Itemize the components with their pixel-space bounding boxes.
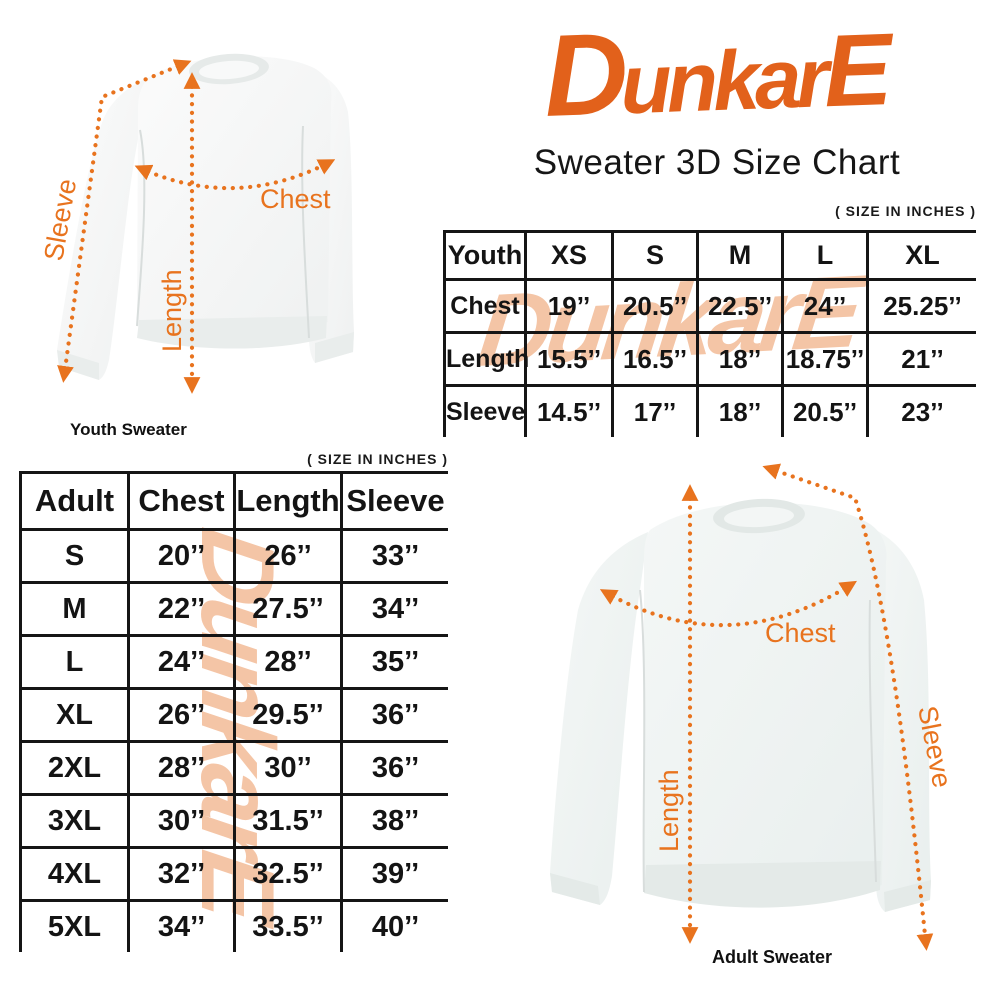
table-row: 2XL 28’’ 30’’ 36’’ — [19, 740, 448, 796]
youth-size-table: DunkarE Youth XS S M L XL Chest 19’’ 20.… — [443, 230, 976, 437]
table-cell: 14.5’’ — [524, 384, 614, 437]
table-cell: 26’’ — [127, 687, 236, 743]
table-cell: Sleeve — [340, 471, 448, 531]
table-cell: M — [19, 581, 130, 637]
table-cell: 38’’ — [340, 793, 448, 849]
table-cell: 18’’ — [696, 384, 784, 437]
table-cell: 21’’ — [866, 331, 976, 387]
table-row: M 22’’ 27.5’’ 34’’ — [19, 581, 448, 637]
table-cell: 34’’ — [340, 581, 448, 637]
table-cell: 33’’ — [340, 528, 448, 584]
table-cell: XL — [19, 687, 130, 743]
table-cell: 17’’ — [611, 384, 699, 437]
table-cell: 2XL — [19, 740, 130, 796]
table-cell: 40’’ — [340, 899, 448, 952]
logo-letter: E — [821, 12, 892, 129]
table-row: 5XL 34’’ 33.5’’ 40’’ — [19, 899, 448, 952]
youth-sweater-image: Sleeve Length Chest — [38, 53, 354, 394]
table-cell: M — [696, 230, 784, 281]
table-cell: 19’’ — [524, 278, 614, 334]
table-cell: 33.5’’ — [233, 899, 343, 952]
table-row: Length 15.5’’ 16.5’’ 18’’ 18.75’’ 21’’ — [443, 331, 976, 387]
adult-sweater-image: Length Chest Sleeve — [550, 463, 957, 951]
table-cell: 30’’ — [127, 793, 236, 849]
table-cell: 5XL — [19, 899, 130, 952]
chest-arrow — [134, 159, 336, 191]
chest-label: Chest — [765, 618, 836, 648]
table-cell: 26’’ — [233, 528, 343, 584]
table-cell: 30’’ — [233, 740, 343, 796]
table-row: 4XL 32’’ 32.5’’ 39’’ — [19, 846, 448, 902]
table-cell: 22’’ — [127, 581, 236, 637]
table-cell: 24’’ — [127, 634, 236, 690]
table-row: Youth XS S M L XL — [443, 230, 976, 281]
size-note-youth: ( SIZE IN INCHES ) — [835, 203, 976, 219]
table-cell: XS — [524, 230, 614, 281]
table-cell: 27.5’’ — [233, 581, 343, 637]
sleeve-arrow — [762, 463, 934, 951]
sleeve-arrow — [57, 59, 192, 383]
size-note-adult: ( SIZE IN INCHES ) — [307, 451, 448, 467]
logo-letters: unkar — [618, 30, 826, 132]
table-cell: 23’’ — [866, 384, 976, 437]
table-cell: S — [19, 528, 130, 584]
table-cell: Length — [233, 471, 343, 531]
youth-caption: Youth Sweater — [70, 420, 187, 439]
table-cell: 25.25’’ — [866, 278, 976, 334]
youth-size-table-grid: Youth XS S M L XL Chest 19’’ 20.5’’ 22.5… — [443, 230, 976, 437]
table-row: XL 26’’ 29.5’’ 36’’ — [19, 687, 448, 743]
table-cell: 39’’ — [340, 846, 448, 902]
table-cell: Chest — [127, 471, 236, 531]
table-cell: S — [611, 230, 699, 281]
table-cell: 36’’ — [340, 687, 448, 743]
table-cell: XL — [866, 230, 976, 281]
adult-size-table: DunkarE Adult Chest Length Sleeve S 20’’… — [19, 471, 448, 952]
table-row: Sleeve 14.5’’ 17’’ 18’’ 20.5’’ 23’’ — [443, 384, 976, 437]
table-cell: 3XL — [19, 793, 130, 849]
table-cell: 34’’ — [127, 899, 236, 952]
adult-size-table-grid: Adult Chest Length Sleeve S 20’’ 26’’ 33… — [19, 471, 448, 952]
length-label: Length — [157, 269, 187, 352]
dunkare-logo: DunkarE — [436, 0, 999, 152]
adult-caption: Adult Sweater — [712, 947, 833, 967]
table-cell: Sleeve — [443, 384, 527, 437]
logo-letter: D — [542, 8, 623, 141]
table-cell: 20’’ — [127, 528, 236, 584]
table-cell: 32.5’’ — [233, 846, 343, 902]
table-cell: L — [781, 230, 869, 281]
table-cell: Chest — [443, 278, 527, 334]
table-row: Chest 19’’ 20.5’’ 22.5’’ 24’’ 25.25’’ — [443, 278, 976, 334]
table-cell: 20.5’’ — [611, 278, 699, 334]
table-cell: 22.5’’ — [696, 278, 784, 334]
table-cell: Adult — [19, 471, 130, 531]
table-cell: 29.5’’ — [233, 687, 343, 743]
table-cell: 20.5’’ — [781, 384, 869, 437]
table-cell: 36’’ — [340, 740, 448, 796]
length-label: Length — [654, 769, 684, 852]
table-cell: 28’’ — [127, 740, 236, 796]
table-row: L 24’’ 28’’ 35’’ — [19, 634, 448, 690]
table-cell: Youth — [443, 230, 527, 281]
table-cell: 24’’ — [781, 278, 869, 334]
table-cell: 15.5’’ — [524, 331, 614, 387]
table-cell: 28’’ — [233, 634, 343, 690]
table-row: 3XL 30’’ 31.5’’ 38’’ — [19, 793, 448, 849]
table-cell: 16.5’’ — [611, 331, 699, 387]
page-title: Sweater 3D Size Chart — [533, 143, 901, 182]
table-cell: L — [19, 634, 130, 690]
table-cell: Length — [443, 331, 529, 387]
table-cell: 18.75’’ — [781, 331, 869, 387]
table-cell: 35’’ — [340, 634, 448, 690]
table-cell: 4XL — [19, 846, 130, 902]
adult-sweater-silhouette — [550, 498, 931, 912]
table-cell: 31.5’’ — [233, 793, 343, 849]
table-cell: 32’’ — [127, 846, 236, 902]
table-row: Adult Chest Length Sleeve — [19, 471, 448, 531]
table-cell: 18’’ — [696, 331, 784, 387]
table-row: S 20’’ 26’’ 33’’ — [19, 528, 448, 584]
chest-label: Chest — [260, 184, 331, 214]
